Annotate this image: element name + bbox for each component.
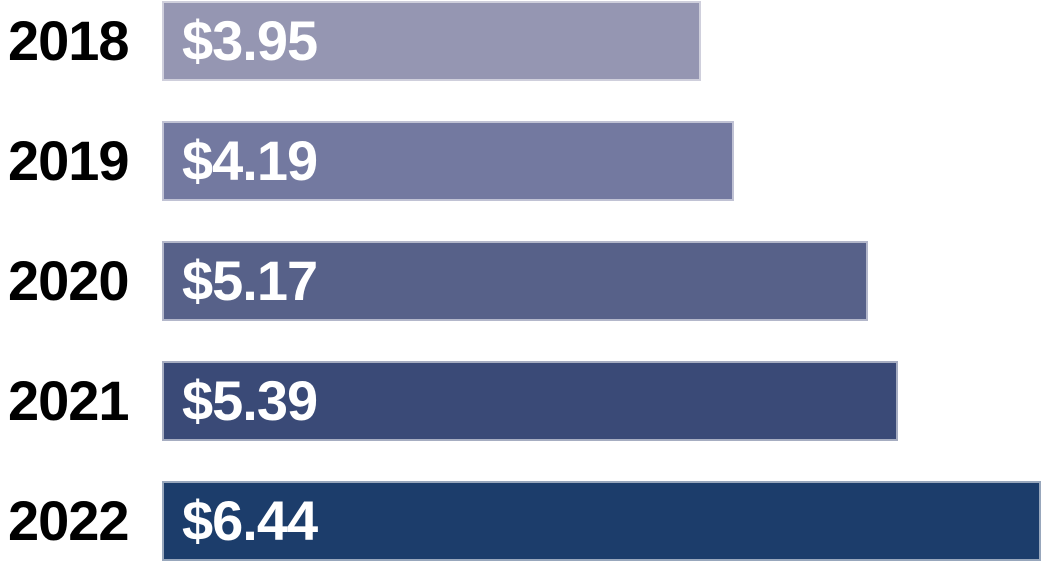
category-label: 2020 <box>8 249 130 312</box>
chart-row-2022: 2022 $6.44 <box>0 481 1041 561</box>
chart-row-2021: 2021 $5.39 <box>0 361 1041 441</box>
value-label: $6.44 <box>182 489 318 552</box>
bar-2018: $3.95 <box>162 1 702 81</box>
value-label: $5.17 <box>182 249 318 312</box>
bar-2022: $6.44 <box>162 481 1041 561</box>
category-label: 2022 <box>8 489 130 552</box>
bar-2019: $4.19 <box>162 121 734 201</box>
bar-2021: $5.39 <box>162 361 898 441</box>
chart-row-2019: 2019 $4.19 <box>0 121 1041 201</box>
category-label: 2021 <box>8 369 130 432</box>
value-label: $4.19 <box>182 129 318 192</box>
chart-row-2020: 2020 $5.17 <box>0 241 1041 321</box>
category-label: 2019 <box>8 129 130 192</box>
value-label: $5.39 <box>182 369 318 432</box>
category-label: 2018 <box>8 9 130 72</box>
bar-2020: $5.17 <box>162 241 868 321</box>
chart-row-2018: 2018 $3.95 <box>0 1 1041 81</box>
value-label: $3.95 <box>182 9 318 72</box>
